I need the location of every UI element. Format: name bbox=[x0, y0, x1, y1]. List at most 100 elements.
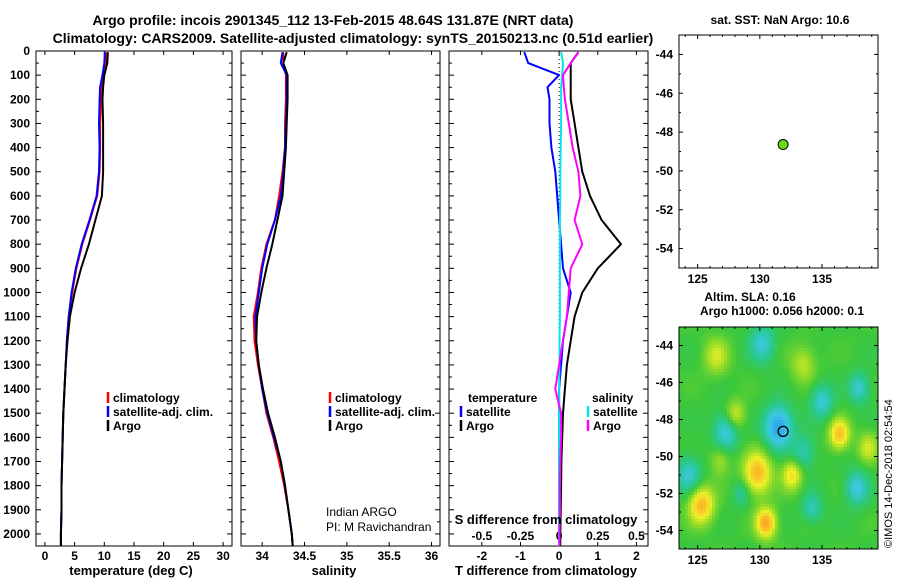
sla-cell bbox=[823, 426, 827, 430]
sla-cell bbox=[853, 471, 857, 475]
sla-cell bbox=[760, 327, 764, 331]
sla-cell bbox=[739, 450, 743, 454]
sla-cell bbox=[850, 441, 854, 445]
sla-cell bbox=[706, 408, 710, 412]
sla-cell bbox=[745, 327, 749, 331]
sla-cell bbox=[808, 336, 812, 340]
sla-cell bbox=[802, 408, 806, 412]
sla-cell bbox=[832, 420, 836, 424]
sla-cell bbox=[781, 459, 785, 463]
sla-cell bbox=[679, 462, 683, 466]
sla-cell bbox=[781, 492, 785, 496]
sla-cell bbox=[718, 357, 722, 361]
sla-cell bbox=[736, 468, 740, 472]
sla-cell bbox=[874, 453, 878, 457]
sla-cell bbox=[805, 444, 809, 448]
sla-cell bbox=[709, 381, 713, 385]
sla-cell bbox=[829, 477, 833, 481]
sla-cell bbox=[826, 468, 830, 472]
sla-cell bbox=[709, 390, 713, 394]
sla-cell bbox=[745, 378, 749, 382]
sla-cell bbox=[853, 441, 857, 445]
sla-cell bbox=[730, 354, 734, 358]
sla-cell bbox=[700, 468, 704, 472]
sla-cell bbox=[829, 447, 833, 451]
sla-cell bbox=[751, 465, 755, 469]
sla-cell bbox=[841, 516, 845, 520]
sla-cell bbox=[865, 336, 869, 340]
sla-cell bbox=[766, 426, 770, 430]
sla-cell bbox=[721, 342, 725, 346]
sla-cell bbox=[802, 381, 806, 385]
sla-cell bbox=[763, 333, 767, 337]
sla-cell bbox=[730, 426, 734, 430]
sla-cell bbox=[712, 444, 716, 448]
sla-cell bbox=[697, 438, 701, 442]
sla-cell bbox=[706, 435, 710, 439]
sla-cell bbox=[859, 432, 863, 436]
sla-cell bbox=[874, 399, 878, 403]
sla-cell bbox=[805, 507, 809, 511]
sla-cell bbox=[700, 336, 704, 340]
sla-cell bbox=[784, 336, 788, 340]
sla-cell bbox=[751, 507, 755, 511]
sla-cell bbox=[814, 528, 818, 532]
sla-cell bbox=[685, 429, 689, 433]
sla-cell bbox=[778, 438, 782, 442]
sla-cell bbox=[868, 411, 872, 415]
sla-cell bbox=[796, 366, 800, 370]
sla-cell bbox=[868, 393, 872, 397]
sla-cell bbox=[817, 480, 821, 484]
sla-cell bbox=[754, 513, 758, 517]
sla-cell bbox=[799, 330, 803, 334]
sla-cell bbox=[844, 372, 848, 376]
sla-cell bbox=[874, 339, 878, 343]
sla-cell bbox=[688, 495, 692, 499]
sla-cell bbox=[709, 429, 713, 433]
sla-cell bbox=[805, 525, 809, 529]
sla-cell bbox=[844, 390, 848, 394]
sla-cell bbox=[739, 426, 743, 430]
sla-cell bbox=[706, 402, 710, 406]
sla-cell bbox=[709, 384, 713, 388]
sla-cell bbox=[829, 351, 833, 355]
sla-cell bbox=[784, 384, 788, 388]
sla-cell bbox=[817, 396, 821, 400]
sla-cell bbox=[685, 426, 689, 430]
sla-cell bbox=[817, 438, 821, 442]
sla-cell bbox=[733, 417, 737, 421]
sla-cell bbox=[799, 348, 803, 352]
sla-cell bbox=[862, 456, 866, 460]
sla-cell bbox=[712, 351, 716, 355]
sla-cell bbox=[829, 390, 833, 394]
sla-cell bbox=[820, 369, 824, 373]
sla-cell bbox=[829, 417, 833, 421]
sla-cell bbox=[748, 486, 752, 490]
sla-cell bbox=[781, 528, 785, 532]
sla-cell bbox=[694, 342, 698, 346]
sla-cell bbox=[772, 528, 776, 532]
sla-cell bbox=[850, 459, 854, 463]
sla-cell bbox=[805, 498, 809, 502]
sla-cell bbox=[775, 441, 779, 445]
sla-cell bbox=[802, 513, 806, 517]
sla-cell bbox=[868, 522, 872, 526]
sla-cell bbox=[841, 486, 845, 490]
sla-cell bbox=[838, 459, 842, 463]
sla-cell bbox=[757, 456, 761, 460]
sla-cell bbox=[748, 468, 752, 472]
sla-cell bbox=[703, 396, 707, 400]
sla-cell bbox=[745, 486, 749, 490]
sla-cell bbox=[832, 474, 836, 478]
sla-cell bbox=[736, 408, 740, 412]
sla-cell bbox=[793, 381, 797, 385]
sla-cell bbox=[706, 519, 710, 523]
sla-cell bbox=[682, 471, 686, 475]
sla-cell bbox=[688, 510, 692, 514]
sla-cell bbox=[769, 384, 773, 388]
sla-cell bbox=[847, 396, 851, 400]
sla-cell bbox=[724, 414, 728, 418]
sla-cell bbox=[811, 435, 815, 439]
sla-cell bbox=[736, 363, 740, 367]
sla-cell bbox=[811, 387, 815, 391]
